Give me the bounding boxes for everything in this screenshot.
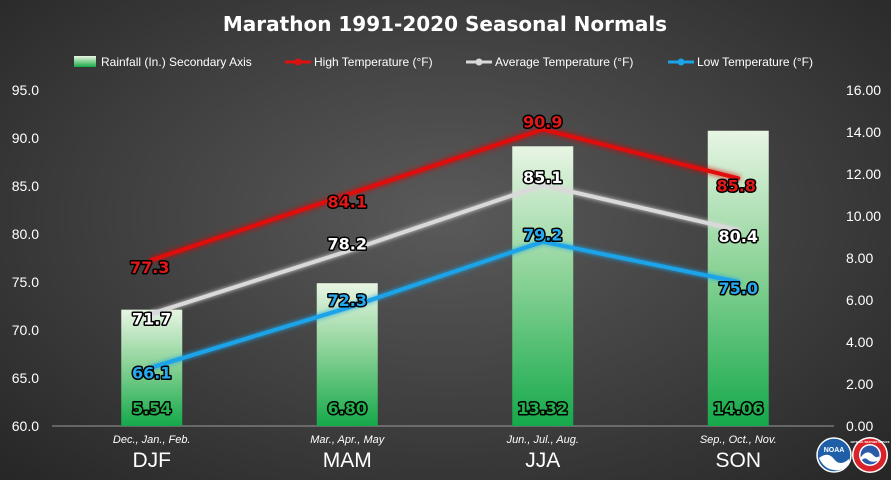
x-category-label: MAM xyxy=(323,449,372,472)
temperature-data-label: 71.7 xyxy=(132,310,171,329)
temperature-data-label: 66.1 xyxy=(132,363,171,382)
series-line xyxy=(149,127,741,262)
legend-item: High Temperature (°F) xyxy=(285,55,433,69)
rainfall-data-label: 6.80 xyxy=(328,399,367,418)
series-line xyxy=(149,239,741,370)
x-sublabel: Sep., Oct., Nov. xyxy=(700,434,777,446)
legend-marker xyxy=(294,58,302,66)
y-right-tick-label: 8.00 xyxy=(846,250,873,266)
temperature-data-label: 85.1 xyxy=(523,168,562,187)
legend-marker xyxy=(475,58,483,66)
y-left-tick-label: 95.0 xyxy=(12,82,39,98)
noaa-logo-text: NOAA xyxy=(824,447,845,454)
temperature-data-label: 90.9 xyxy=(523,112,562,131)
nws-logo: NATIONAL WEATHER SERVICE xyxy=(851,437,890,473)
temperature-data-label: 78.2 xyxy=(328,234,367,253)
legend-label: High Temperature (°F) xyxy=(314,55,433,69)
temperature-data-label: 79.2 xyxy=(523,226,562,245)
y-right-tick-label: 6.00 xyxy=(846,292,873,308)
y-left-tick-label: 65.0 xyxy=(12,370,39,386)
legend-marker xyxy=(677,58,685,66)
temperature-data-label: 85.8 xyxy=(717,176,756,195)
temperature-data-label: 75.0 xyxy=(719,279,758,298)
series-line xyxy=(149,183,741,316)
nws-logo-text: NATIONAL WEATHER SERVICE xyxy=(851,440,890,444)
y-left-tick-label: 60.0 xyxy=(12,418,39,434)
temperature-data-label: 80.4 xyxy=(719,227,758,246)
legend-item: Average Temperature (°F) xyxy=(466,55,633,69)
y-right-tick-label: 14.00 xyxy=(846,124,881,140)
noaa-logo: NOAA xyxy=(816,437,852,473)
legend-label: Rainfall (In.) Secondary Axis xyxy=(101,55,252,69)
temperature-data-label: 72.3 xyxy=(328,291,367,310)
y-left-tick-label: 90.0 xyxy=(12,130,39,146)
legend-swatch xyxy=(74,56,96,67)
rainfall-bars xyxy=(121,130,769,427)
y-left-tick-label: 80.0 xyxy=(12,226,39,242)
x-sublabel: Jun., Jul., Aug. xyxy=(506,434,579,446)
x-category-label: DJF xyxy=(133,449,172,472)
legend-label: Low Temperature (°F) xyxy=(697,55,813,69)
y-left-tick-label: 85.0 xyxy=(12,178,39,194)
temperature-lines xyxy=(149,127,741,370)
temperature-data-label: 84.1 xyxy=(328,193,367,212)
y-left-tick-label: 75.0 xyxy=(12,274,39,290)
y-left-tick-label: 70.0 xyxy=(12,322,39,338)
x-category-label: SON xyxy=(715,449,761,472)
legend-item: Low Temperature (°F) xyxy=(668,55,813,69)
y-right-tick-label: 16.00 xyxy=(846,82,881,98)
chart-title: Marathon 1991-2020 Seasonal Normals xyxy=(223,12,667,36)
temperature-data-label: 77.3 xyxy=(130,258,169,277)
chart-legend: Rainfall (In.) Secondary Axis High Temper… xyxy=(74,55,813,69)
rainfall-data-label: 14.06 xyxy=(713,399,764,418)
data-labels: 5.54 6.80 13.32 14.06 77.3 84.1 90.9 85.8 71.7 78… xyxy=(129,111,766,420)
x-category-label: JJA xyxy=(525,449,560,472)
chart-axes: 60.0 65.0 70.0 75.0 80.0 85.0 90.0 95.0 0.00 2.00… xyxy=(12,82,881,472)
y-right-tick-label: 2.00 xyxy=(846,376,873,392)
x-sublabel: Dec., Jan., Feb. xyxy=(113,434,191,446)
legend-label: Average Temperature (°F) xyxy=(495,55,633,69)
rainfall-data-label: 5.54 xyxy=(132,399,171,418)
x-sublabel: Mar., Apr., May xyxy=(310,434,385,446)
y-right-tick-label: 0.00 xyxy=(846,418,873,434)
y-right-tick-label: 12.00 xyxy=(846,166,881,182)
y-right-tick-label: 4.00 xyxy=(846,334,873,350)
rainfall-data-label: 13.32 xyxy=(517,399,568,418)
y-right-tick-label: 10.00 xyxy=(846,208,881,224)
legend-item: Rainfall (In.) Secondary Axis xyxy=(74,55,252,69)
